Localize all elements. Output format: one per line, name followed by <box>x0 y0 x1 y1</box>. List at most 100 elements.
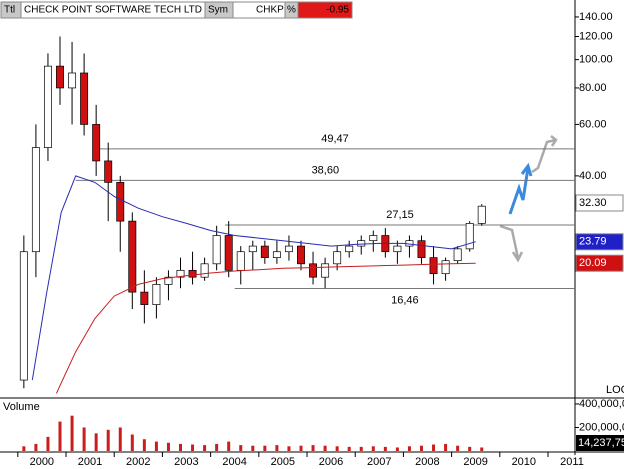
x-tick-label: 2000 <box>30 456 54 468</box>
volume-bar <box>311 445 315 451</box>
level-label: 49,47 <box>321 133 349 145</box>
volume-bar <box>22 446 26 451</box>
volume-bar <box>287 446 291 451</box>
candle-body <box>429 257 438 275</box>
last-value-label: 14,237,75 <box>578 437 624 449</box>
volume-bar <box>118 427 122 451</box>
x-tick-label: 2011 <box>560 456 584 468</box>
volume-bar <box>383 446 387 451</box>
candle-body <box>441 260 450 275</box>
candle-body <box>333 251 342 265</box>
x-tick-label: 2003 <box>174 456 198 468</box>
volume-bar <box>323 445 327 451</box>
volume-bar <box>166 442 170 451</box>
candle-body <box>297 245 305 265</box>
header-change: -0.95 <box>326 5 349 16</box>
candle-body <box>104 160 113 183</box>
candle-body <box>417 240 426 258</box>
y-tick-label: 100.00 <box>579 54 613 66</box>
volume-bar <box>395 447 399 451</box>
volume-bar <box>299 445 303 451</box>
header-sym: Sym <box>208 5 228 16</box>
forecast-arrow <box>499 224 524 263</box>
candle-body <box>260 245 269 258</box>
candle-body <box>128 220 137 293</box>
volume-bar <box>419 445 423 451</box>
candle-body <box>116 182 125 222</box>
panel-title: Volume <box>3 401 40 413</box>
volume-bar <box>179 443 183 451</box>
x-tick-label: 2006 <box>319 456 343 468</box>
volume-bar <box>70 415 74 451</box>
y-tick-label: 120.00 <box>579 30 613 42</box>
x-tick-label: 2010 <box>512 456 536 468</box>
last-value-box <box>575 194 624 212</box>
last-value-box <box>575 233 624 251</box>
moving-average <box>31 175 476 381</box>
forecast-arrow <box>508 162 533 215</box>
last-value-label: 20.09 <box>579 257 607 269</box>
candle-body <box>345 245 354 253</box>
header-pct: % <box>287 5 296 16</box>
y-tick-label: 60.00 <box>579 118 607 130</box>
last-value-label: 23.79 <box>579 236 607 248</box>
candle-body <box>212 235 221 265</box>
candle-body <box>393 245 402 253</box>
candle-body <box>56 65 64 89</box>
volume-bar <box>444 443 448 451</box>
header: Ttl CHECK POINT SOFTWARE TECH LTD Sym CH… <box>0 1 353 19</box>
volume-bar <box>432 444 436 451</box>
candle-body <box>43 65 52 148</box>
volume-bar <box>456 445 460 451</box>
volume-bar <box>347 446 351 451</box>
candle-body <box>31 147 40 253</box>
candle-body <box>80 72 89 125</box>
header-cell <box>297 1 353 19</box>
volume-bar <box>154 441 158 451</box>
candle-body <box>152 284 161 305</box>
volume-bar <box>407 446 411 451</box>
candle-body <box>465 223 474 250</box>
volume-bar <box>34 443 38 451</box>
candle-body <box>19 251 28 381</box>
candle-body <box>284 245 293 253</box>
volume-bar <box>191 444 195 451</box>
last-value-box <box>575 254 624 272</box>
y-tick-label: 400,000,0 <box>579 398 624 410</box>
last-value-label: 32.30 <box>579 197 607 209</box>
level-label: 16,46 <box>391 294 419 306</box>
volume-bar <box>480 447 484 451</box>
volume-bar <box>46 436 50 451</box>
volume-bar <box>263 445 267 451</box>
candle-body <box>92 124 101 162</box>
header-ttl: Ttl <box>4 5 15 16</box>
x-tick-label: 2004 <box>222 456 246 468</box>
volume-bar <box>468 446 472 451</box>
volume-bar <box>251 445 255 451</box>
x-tick-label: 2009 <box>463 456 487 468</box>
x-tick-label: 2002 <box>126 456 150 468</box>
candle-body <box>224 235 233 271</box>
volume-bar <box>130 434 134 451</box>
volume-bar <box>335 446 339 451</box>
last-value-box <box>576 435 624 451</box>
candle-body <box>477 205 486 224</box>
volume-bar <box>239 445 243 451</box>
y-tick-label: 140.00 <box>579 11 613 23</box>
x-tick-label: 2001 <box>78 456 102 468</box>
candle-body <box>272 251 281 258</box>
volume-bar <box>227 441 231 451</box>
candle-body <box>357 240 366 247</box>
header-symbol: CHKP <box>256 5 284 16</box>
header-title: CHECK POINT SOFTWARE TECH LTD <box>24 5 202 16</box>
candle-body <box>140 291 149 305</box>
candle-body <box>248 245 257 253</box>
x-tick-label: 2008 <box>415 456 439 468</box>
candle-body <box>369 235 378 242</box>
volume-bar <box>275 445 279 451</box>
moving-average <box>55 262 476 394</box>
volume-bar <box>142 439 146 451</box>
x-tick-label: 2005 <box>271 456 295 468</box>
